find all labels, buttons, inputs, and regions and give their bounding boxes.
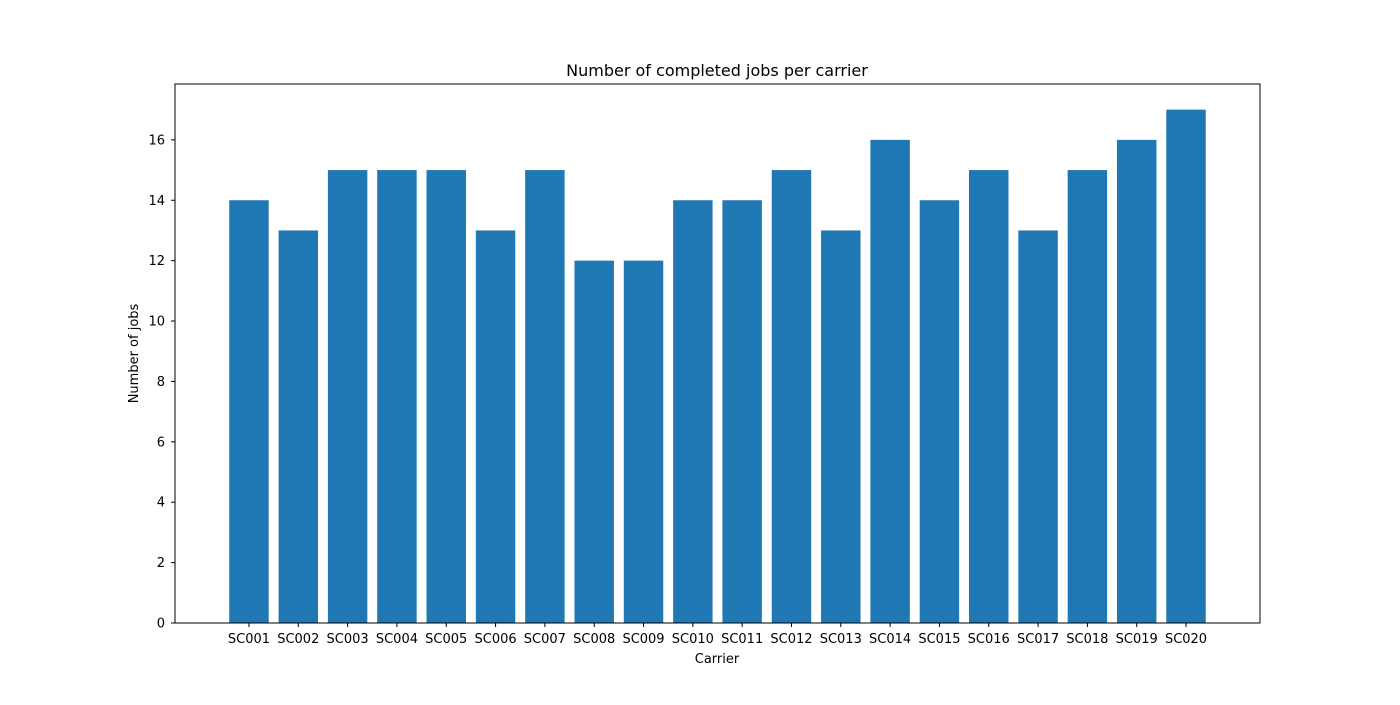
- x-tick-label: SC016: [968, 632, 1010, 647]
- x-tick-label: SC003: [327, 632, 369, 647]
- x-tick-label: SC019: [1116, 632, 1158, 647]
- bar-sc011: [722, 200, 762, 623]
- x-tick-label: SC001: [228, 632, 270, 647]
- x-tick-label: SC013: [820, 632, 862, 647]
- y-tick-label: 14: [148, 194, 165, 209]
- bar-sc006: [475, 230, 516, 623]
- x-tick-label: SC015: [918, 632, 960, 647]
- bar-sc009: [623, 260, 664, 623]
- bar-sc012: [771, 170, 812, 623]
- x-tick-label: SC005: [425, 632, 467, 647]
- x-tick-label: SC007: [524, 632, 566, 647]
- bars-layer: [229, 109, 1206, 624]
- x-tick-label: SC012: [770, 632, 812, 647]
- x-axis: SC001 SC002 SC003 SC004 SC005 SC006 SC007 SC008…: [228, 623, 1207, 647]
- bar-sc015: [919, 200, 960, 623]
- x-tick-label: SC006: [474, 632, 516, 647]
- bar-sc020: [1166, 109, 1206, 624]
- y-tick-label: 10: [148, 315, 165, 330]
- x-axis-label: Carrier: [695, 652, 740, 667]
- x-tick-label: SC002: [277, 632, 319, 647]
- x-tick-label: SC011: [721, 632, 763, 647]
- y-axis: 0 2 4 6 8 10 12 14 16: [148, 133, 175, 632]
- x-tick-label: SC010: [672, 632, 714, 647]
- bar-sc001: [229, 200, 269, 623]
- bar-sc003: [327, 170, 368, 623]
- x-tick-label: SC004: [376, 632, 418, 647]
- plot-frame: [174, 83, 1261, 624]
- y-tick-label: 6: [157, 435, 165, 450]
- y-tick-label: 12: [148, 254, 165, 269]
- x-tick-label: SC014: [869, 632, 911, 647]
- y-tick-label: 8: [157, 375, 165, 390]
- bar-sc007: [525, 170, 565, 623]
- bar-sc013: [821, 230, 861, 623]
- y-tick-label: 16: [148, 133, 165, 148]
- bar-sc010: [673, 200, 713, 623]
- bar-sc017: [1018, 230, 1058, 623]
- x-tick-label: SC018: [1066, 632, 1108, 647]
- x-tick-label: SC009: [622, 632, 664, 647]
- y-tick-label: 2: [157, 556, 165, 571]
- chart-title: Number of completed jobs per carrier: [566, 61, 868, 80]
- bar-sc019: [1116, 139, 1157, 624]
- y-axis-label: Number of jobs: [127, 303, 142, 403]
- bar-sc005: [426, 170, 466, 623]
- x-tick-label: SC020: [1165, 632, 1207, 647]
- bar-sc002: [278, 230, 319, 623]
- bar-sc014: [870, 139, 910, 624]
- bar-sc016: [969, 170, 1009, 623]
- y-tick-label: 4: [157, 496, 165, 511]
- x-tick-label: SC017: [1017, 632, 1059, 647]
- y-tick-label: 0: [157, 617, 165, 632]
- bar-sc008: [574, 260, 614, 623]
- bar-sc004: [377, 170, 417, 623]
- bar-sc018: [1067, 170, 1108, 623]
- x-tick-label: SC008: [573, 632, 615, 647]
